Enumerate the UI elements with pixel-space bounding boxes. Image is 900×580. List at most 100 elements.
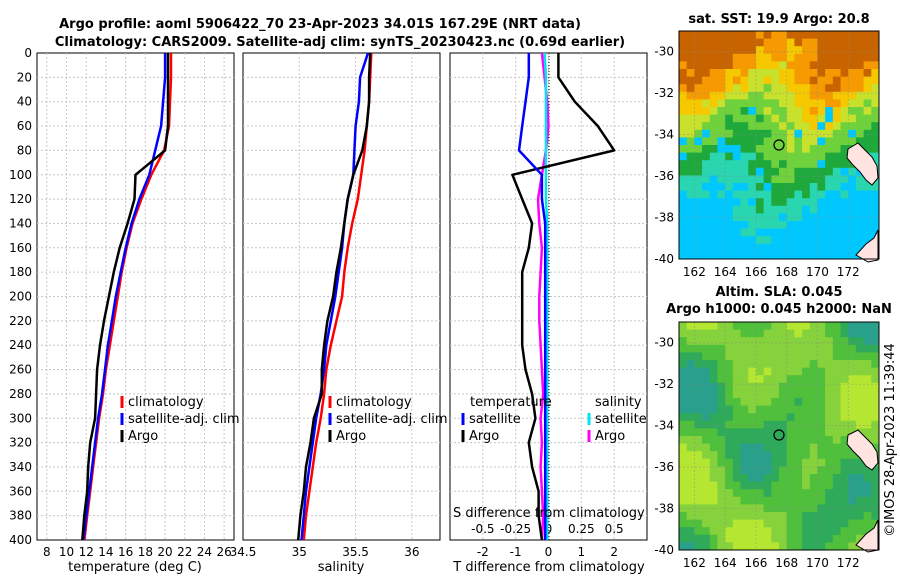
map-cell xyxy=(717,160,726,169)
map-cell xyxy=(794,198,803,207)
map-cell xyxy=(794,236,803,245)
map-cell xyxy=(832,91,842,100)
map-cell xyxy=(686,527,695,536)
map-cell xyxy=(694,451,703,460)
map-cell xyxy=(709,129,718,138)
map-cell xyxy=(855,458,865,467)
map-cell xyxy=(855,322,865,331)
map-cell xyxy=(855,375,865,384)
map-cell xyxy=(694,160,703,169)
map-cell xyxy=(802,512,811,521)
map-cell xyxy=(740,398,749,407)
map-cell xyxy=(825,190,834,199)
map-cell xyxy=(694,129,703,138)
map-cell xyxy=(825,458,834,467)
map-cell xyxy=(732,360,742,369)
map-cell xyxy=(871,405,880,414)
map-cell xyxy=(809,344,818,353)
map-cell xyxy=(832,489,842,498)
map-cell xyxy=(740,481,749,490)
map-cell xyxy=(771,519,780,528)
map-cell xyxy=(871,76,880,85)
map-cell xyxy=(748,337,757,346)
map-cell xyxy=(840,375,849,384)
map-cell xyxy=(725,152,734,161)
sst-map: sat. SST: 19.9 Argo: 20.8 162 164 166 168 17… xyxy=(654,12,880,279)
map-cell xyxy=(794,91,803,100)
map-cell xyxy=(794,122,803,131)
figure-title-line1: Argo profile: aoml 5906422_70 23-Apr-202… xyxy=(59,17,581,32)
map-cell xyxy=(755,481,765,490)
series-argo-line xyxy=(296,52,372,541)
map-cell xyxy=(863,236,872,245)
map-cell xyxy=(863,122,872,131)
map-cell xyxy=(779,337,788,346)
map-cell xyxy=(755,152,765,161)
map-cell xyxy=(832,69,842,78)
map-cell xyxy=(855,367,865,376)
map-cell xyxy=(725,251,734,260)
map-cell xyxy=(809,496,818,505)
map-cell xyxy=(802,114,811,123)
x-tick-label: 1 xyxy=(578,545,586,559)
map-cell xyxy=(771,91,780,100)
map-cell xyxy=(725,129,734,138)
map-cell xyxy=(771,496,780,505)
map-cell xyxy=(763,451,772,460)
map-cell xyxy=(763,436,772,445)
map-cell xyxy=(848,420,857,429)
map-cell xyxy=(748,527,757,536)
map-cell xyxy=(740,405,749,414)
map-cell xyxy=(855,38,865,47)
map-cell xyxy=(686,360,695,369)
series-satellite-line xyxy=(300,52,370,541)
legend-argo-label: Argo xyxy=(128,429,158,444)
lon-tick-label: 170 xyxy=(806,265,829,279)
map-cell xyxy=(786,322,795,331)
map-cell xyxy=(786,458,795,467)
map-cell xyxy=(848,243,857,252)
map-cell xyxy=(740,46,749,55)
map-cell xyxy=(679,512,688,521)
map-cell xyxy=(740,512,749,521)
map-cell xyxy=(748,436,757,445)
map-cell xyxy=(840,228,849,237)
map-cell xyxy=(794,183,803,192)
map-cell xyxy=(725,527,734,536)
map-cell xyxy=(755,243,765,252)
map-cell xyxy=(755,534,765,543)
map-cell xyxy=(848,198,857,207)
map-cell xyxy=(732,198,742,207)
map-cell xyxy=(779,413,788,422)
map-cell xyxy=(717,198,726,207)
map-cell xyxy=(840,519,849,528)
map-cell xyxy=(825,504,834,513)
map-cell xyxy=(871,190,880,199)
salinity-grid xyxy=(243,53,440,540)
map-cell xyxy=(840,329,849,338)
map-cell xyxy=(840,413,849,422)
map-cell xyxy=(709,398,718,407)
map-cell xyxy=(802,398,811,407)
map-cell xyxy=(725,375,734,384)
map-cell xyxy=(755,329,765,338)
s-tick-label: -0.25 xyxy=(500,522,531,536)
map-cell xyxy=(794,190,803,199)
map-cell xyxy=(686,344,695,353)
map-cell xyxy=(694,31,703,40)
map-cell xyxy=(725,190,734,199)
map-cell xyxy=(871,137,880,146)
map-cell xyxy=(702,405,711,414)
map-cell xyxy=(679,46,688,55)
map-cell xyxy=(732,91,742,100)
map-cell xyxy=(863,344,872,353)
map-cell xyxy=(855,129,865,138)
map-cell xyxy=(794,114,803,123)
map-cell xyxy=(740,53,749,62)
map-cell xyxy=(794,352,803,361)
map-cell xyxy=(763,167,772,176)
map-cell xyxy=(863,466,872,475)
map-cell xyxy=(732,228,742,237)
map-cell xyxy=(786,243,795,252)
map-cell xyxy=(832,198,842,207)
